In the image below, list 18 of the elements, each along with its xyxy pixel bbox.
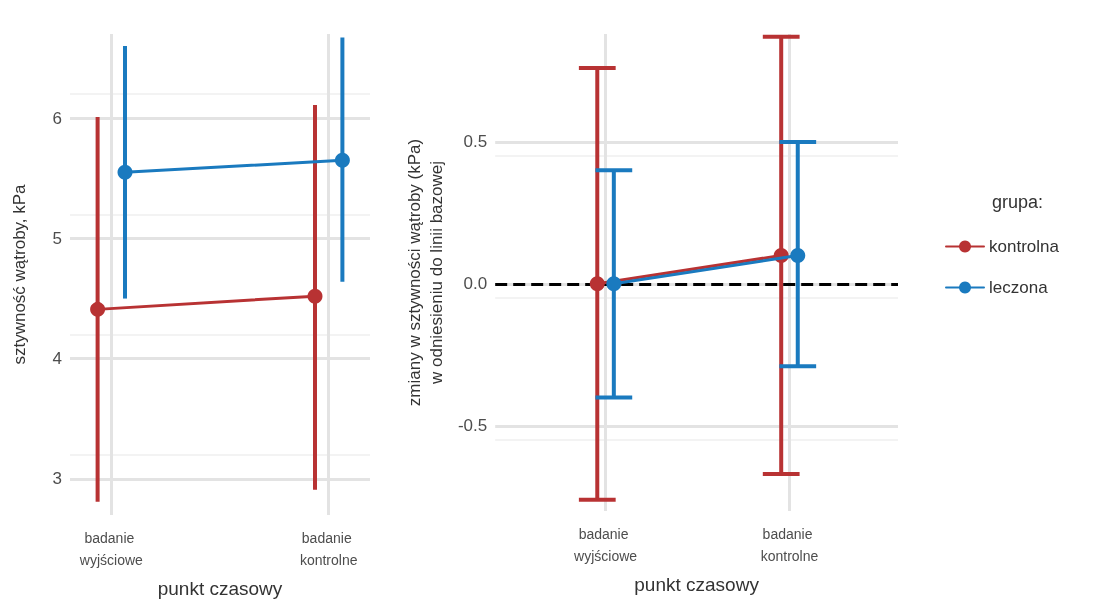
x-axis-title: punkt czasowy [157,578,283,599]
legend-label: kontrolna [989,237,1060,256]
x-tick-label: badanie kontrolne [760,526,819,564]
x-axis-title: punkt czasowy [634,574,760,595]
y-tick-label: 4 [52,349,62,369]
y-tick-label: 0.5 [463,132,488,152]
y-tick-label: 3 [52,469,62,489]
x-tick-label: badanie wyjściowe [573,526,638,564]
y-tick-label: 0.0 [463,274,488,294]
x-tick-label: badanie wyjściowe [78,530,144,568]
y-tick-label: -0.5 [457,416,488,436]
y-tick-label: 5 [52,228,62,248]
x-tick-label: badanie kontrolne [299,530,358,568]
legend-title: grupa: [992,192,1044,212]
y-axis-title: zmiany w sztywności wątroby (kPa) w odniesieniu do linii bazowej [404,138,446,407]
legend-label: leczona [989,278,1049,297]
y-tick-label: 6 [52,108,62,128]
y-axis-title: sztywność wątroby, kPa [9,183,29,365]
